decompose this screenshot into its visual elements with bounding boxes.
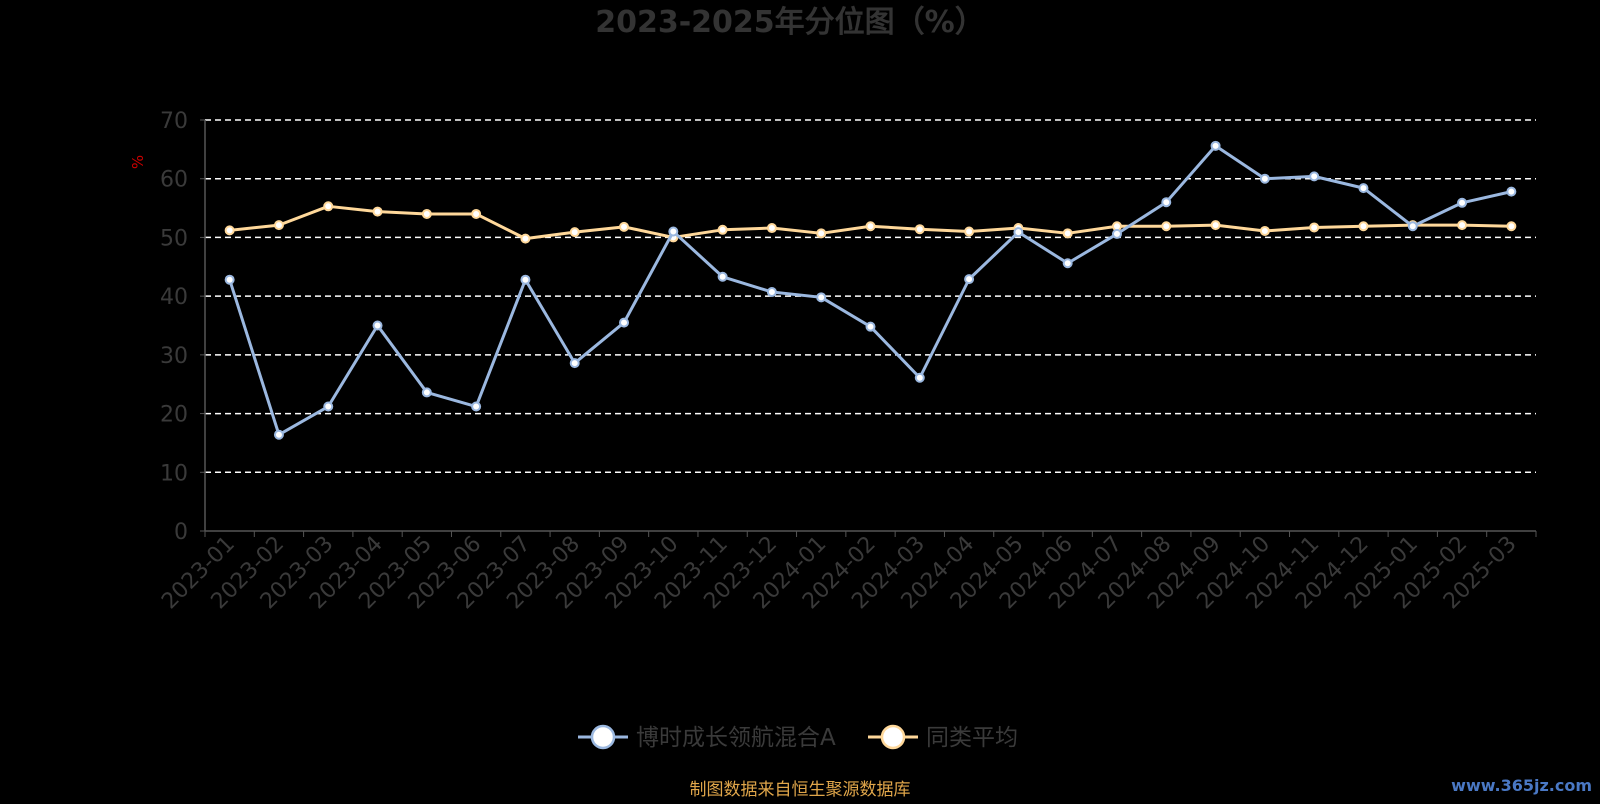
data-point[interactable] [1309,222,1320,233]
data-point[interactable] [1506,186,1517,197]
data-point[interactable] [1111,228,1122,239]
series-lines [224,140,1517,440]
data-point[interactable] [1259,173,1270,184]
data-point[interactable] [619,221,630,232]
data-point[interactable] [273,429,284,440]
y-tick-label: 30 [160,344,188,369]
data-point[interactable] [668,226,679,237]
data-point[interactable] [421,208,432,219]
data-point[interactable] [766,223,777,234]
data-point[interactable] [1457,197,1468,208]
axes: 0102030405060702023-012023-022023-032023… [157,109,1537,614]
data-point[interactable] [619,317,630,328]
chart-title: 2023-2025年分位图（%） [595,5,985,40]
data-point[interactable] [1210,220,1221,231]
data-point[interactable] [914,224,925,235]
y-tick-label: 20 [160,403,188,428]
data-point[interactable] [520,233,531,244]
y-tick-label: 60 [160,168,188,193]
series-line [228,144,1512,437]
data-point[interactable] [471,208,482,219]
data-point[interactable] [964,226,975,237]
data-point[interactable] [421,387,432,398]
legend-label[interactable]: 同类平均 [926,725,1018,751]
data-point[interactable] [520,274,531,285]
y-tick-label: 50 [160,226,188,251]
data-point[interactable] [471,401,482,412]
data-point[interactable] [914,372,925,383]
data-point[interactable] [1062,228,1073,239]
data-point[interactable] [717,271,728,282]
data-point[interactable] [1062,258,1073,269]
legend[interactable]: 博时成长领航混合A 同类平均 [578,724,1018,751]
y-tick-label: 70 [160,109,188,134]
data-point[interactable] [1358,221,1369,232]
data-point[interactable] [1161,197,1172,208]
data-point[interactable] [816,228,827,239]
legend-label[interactable]: 博时成长领航混合A [636,725,836,751]
data-point[interactable] [569,227,580,238]
data-point[interactable] [865,321,876,332]
data-point[interactable] [1358,183,1369,194]
data-point[interactable] [865,221,876,232]
legend-marker[interactable] [880,724,906,750]
y-tick-label: 0 [174,520,188,545]
data-source-note: 制图数据来自恒生聚源数据库 [690,780,911,800]
data-point[interactable] [323,401,334,412]
data-point[interactable] [1161,221,1172,232]
data-point[interactable] [224,225,235,236]
grid-lines [205,119,1536,474]
data-point[interactable] [1210,140,1221,151]
data-point[interactable] [1259,225,1270,236]
data-point[interactable] [964,274,975,285]
data-point[interactable] [1457,220,1468,231]
y-tick-label: 10 [160,461,188,486]
y-tick-label: 40 [160,285,188,310]
watermark: www.365jz.com [1451,776,1592,795]
data-point[interactable] [372,206,383,217]
data-point[interactable] [273,220,284,231]
data-point[interactable] [1506,221,1517,232]
data-point[interactable] [224,274,235,285]
data-point[interactable] [323,201,334,212]
data-point[interactable] [1309,171,1320,182]
data-point[interactable] [372,320,383,331]
data-point[interactable] [569,358,580,369]
legend-marker[interactable] [590,724,616,750]
y-axis-label: % [129,155,147,169]
data-point[interactable] [717,224,728,235]
data-point[interactable] [1407,221,1418,232]
data-point[interactable] [1013,227,1024,238]
data-point[interactable] [816,292,827,303]
data-point[interactable] [766,287,777,298]
